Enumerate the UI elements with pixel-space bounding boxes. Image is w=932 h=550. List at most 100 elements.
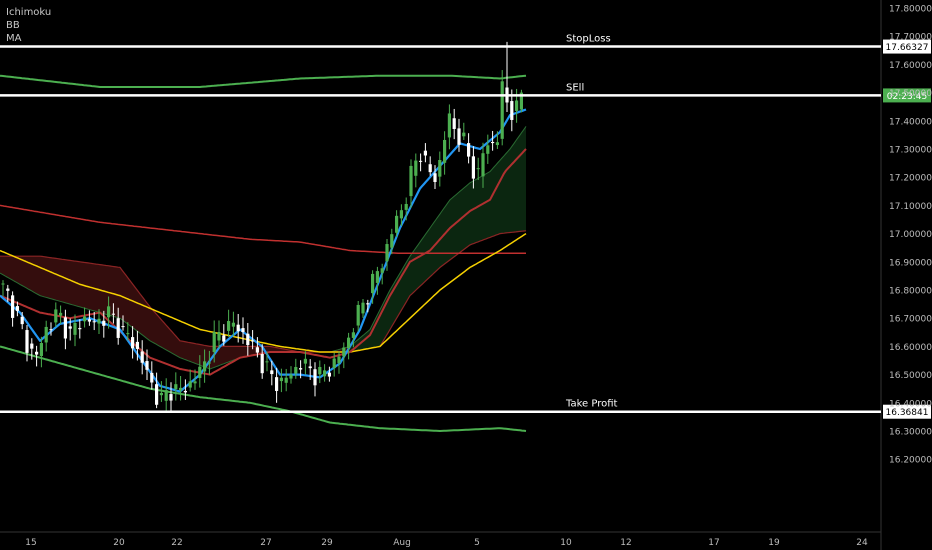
candle-body bbox=[419, 160, 423, 162]
candle-body bbox=[265, 361, 269, 363]
candle bbox=[179, 376, 183, 401]
candle-body bbox=[299, 368, 303, 370]
candle-body bbox=[15, 306, 19, 311]
candle-body bbox=[303, 358, 307, 364]
candle-body bbox=[116, 318, 120, 338]
candle-body bbox=[481, 153, 485, 177]
candle bbox=[126, 322, 130, 341]
indicator-bb[interactable]: BB bbox=[6, 20, 20, 31]
time-axis[interactable]: 15 20 22 27 29 Aug 5 10 12 17 19 24 bbox=[25, 538, 868, 548]
candle-body bbox=[241, 328, 245, 333]
candle-body bbox=[73, 322, 77, 335]
candle bbox=[486, 134, 490, 164]
candle-body bbox=[227, 321, 231, 331]
candle-body bbox=[6, 288, 10, 291]
cloud-bullish bbox=[350, 126, 526, 353]
candle-body bbox=[11, 295, 15, 318]
candle-body bbox=[150, 372, 154, 383]
level-axis-label: 16.36841 bbox=[886, 408, 929, 418]
indicator-ma[interactable]: MA bbox=[6, 33, 22, 44]
candle bbox=[25, 324, 29, 362]
candle bbox=[6, 284, 10, 302]
candle-body bbox=[68, 326, 72, 329]
candle bbox=[35, 345, 39, 367]
candle-body bbox=[39, 343, 43, 356]
candle-body bbox=[126, 333, 130, 335]
candle-body bbox=[433, 173, 437, 182]
level-label: StopLoss bbox=[566, 34, 611, 45]
candle-body bbox=[188, 381, 192, 388]
candle bbox=[428, 156, 432, 176]
candle bbox=[30, 338, 34, 360]
candle-body bbox=[183, 390, 187, 393]
y-tick-label: 16.80000 bbox=[889, 287, 932, 297]
candle bbox=[371, 270, 375, 304]
candle bbox=[217, 320, 221, 349]
candle bbox=[279, 368, 283, 393]
candle bbox=[54, 302, 58, 327]
candle bbox=[347, 332, 351, 360]
candle bbox=[423, 143, 427, 163]
candle-body bbox=[486, 145, 490, 154]
candle bbox=[356, 300, 360, 332]
candle-body bbox=[49, 329, 53, 331]
candle-body bbox=[313, 369, 317, 386]
candle bbox=[361, 299, 365, 318]
candle-body bbox=[255, 347, 259, 353]
candle-body bbox=[476, 168, 480, 170]
candle bbox=[270, 360, 274, 386]
candle-body bbox=[140, 351, 144, 363]
candle-body bbox=[347, 337, 351, 349]
y-tick-label: 17.20000 bbox=[889, 174, 932, 184]
candle-body bbox=[78, 328, 82, 330]
candle bbox=[1, 280, 5, 297]
candle-body bbox=[438, 159, 442, 177]
candle-body bbox=[164, 390, 168, 401]
candle bbox=[327, 366, 331, 382]
y-tick-label: 16.30000 bbox=[889, 428, 932, 438]
candle bbox=[299, 360, 303, 379]
y-tick-label: 17.50000 bbox=[889, 89, 932, 99]
candle bbox=[284, 368, 288, 392]
candle bbox=[467, 133, 471, 164]
level-label: SEll bbox=[566, 82, 584, 93]
candle bbox=[251, 330, 255, 350]
candle-body bbox=[399, 210, 403, 219]
candle-body bbox=[44, 326, 48, 343]
candle-body bbox=[414, 160, 418, 176]
candle-body bbox=[131, 337, 135, 349]
candle-body bbox=[217, 332, 221, 341]
candle bbox=[500, 70, 504, 146]
candle-body bbox=[385, 244, 389, 262]
candle bbox=[198, 355, 202, 388]
candle bbox=[20, 311, 24, 330]
candle-body bbox=[337, 356, 341, 364]
candle-body bbox=[294, 366, 298, 374]
candle bbox=[102, 310, 106, 338]
x-tick-label: Aug bbox=[393, 538, 411, 548]
candle bbox=[380, 263, 384, 285]
candle bbox=[303, 351, 307, 375]
candle bbox=[227, 309, 231, 337]
candle bbox=[337, 351, 341, 374]
candle-body bbox=[308, 366, 312, 369]
candle-body bbox=[471, 156, 475, 179]
y-tick-label: 17.60000 bbox=[889, 61, 932, 71]
candle bbox=[399, 204, 403, 226]
candle-body bbox=[390, 234, 394, 248]
candle-body bbox=[159, 392, 163, 396]
price-axis[interactable]: 17.80000 17.70000 17.60000 17.50000 17.40000… bbox=[889, 5, 932, 466]
level-sell: SEll 02:23:45 bbox=[0, 82, 931, 103]
indicator-ichimoku[interactable]: Ichimoku bbox=[6, 7, 52, 18]
candle bbox=[155, 372, 159, 409]
candle-body bbox=[423, 150, 427, 156]
candle bbox=[169, 382, 173, 413]
candle-body bbox=[462, 132, 466, 137]
x-tick-label: 17 bbox=[708, 538, 719, 548]
candle-body bbox=[174, 384, 178, 389]
candle-body bbox=[428, 164, 432, 173]
x-tick-label: 12 bbox=[620, 538, 631, 548]
candle bbox=[241, 317, 245, 344]
candle bbox=[135, 330, 139, 361]
